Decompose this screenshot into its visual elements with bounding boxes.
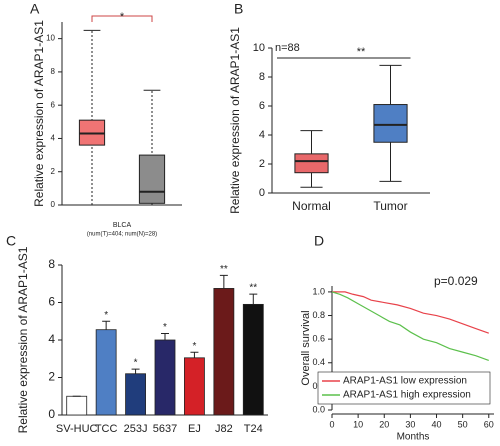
panel-label: D (314, 233, 324, 249)
y-axis-label: Relative expression of ARAP1-AS1 (16, 246, 30, 433)
y-tick-label: 8 (51, 67, 56, 76)
x-axis-label: BLCA (113, 222, 132, 229)
x-tick-label: 5637 (153, 423, 177, 435)
error-bar (131, 368, 140, 374)
x-tick-label: SV-HUC (56, 423, 98, 435)
y-axis-label: Overall survival (300, 310, 312, 385)
x-tick-label: 40 (432, 419, 442, 429)
y-tick-label: 10 (46, 34, 55, 43)
significance: ** (249, 283, 257, 294)
x-tick-label: T24 (244, 423, 263, 435)
sample-size: n=88 (275, 42, 300, 54)
survival-curve (331, 291, 489, 361)
y-tick-label: 2 (48, 370, 55, 384)
y-tick-label: 6 (259, 100, 265, 112)
box (294, 153, 329, 174)
y-tick-label: 0.8 (312, 310, 325, 320)
significance: * (134, 358, 138, 369)
panel-label: B (234, 1, 243, 17)
y-tick-label: 10 (253, 42, 265, 54)
bar (66, 395, 88, 416)
y-tick-label: 0.6 (312, 334, 325, 344)
y-tick-label: 6 (51, 100, 56, 109)
legend-label: ARAP1-AS1 low expression (343, 376, 467, 387)
y-tick-label: 4 (51, 134, 56, 143)
x-tick-label: 10 (353, 419, 363, 429)
y-tick-label: 2 (51, 167, 56, 176)
error-bar (249, 293, 258, 305)
significance: * (192, 341, 196, 352)
x-axis-note: (num(T)=404; num(N)=28) (87, 232, 157, 238)
y-tick-label: 0 (259, 187, 265, 199)
x-tick-label: 30 (405, 419, 415, 429)
x-tick-label: 20 (379, 419, 389, 429)
bar (184, 357, 205, 416)
survival-curve (332, 291, 489, 334)
y-tick-label: 1.0 (312, 286, 325, 296)
significance: ** (220, 264, 228, 275)
y-tick-label: 8 (48, 257, 55, 271)
error-bar (190, 351, 199, 358)
x-tick-label: Tumor (373, 199, 407, 213)
error-bar (219, 274, 228, 289)
box (138, 154, 166, 204)
significance: * (120, 11, 125, 23)
x-tick-label: J82 (215, 423, 233, 435)
x-tick-label: 253J (124, 423, 148, 435)
bar (125, 373, 146, 416)
x-tick-label: 0 (329, 419, 334, 429)
panel-label: A (30, 1, 40, 17)
y-tick-label: 6 (48, 295, 55, 309)
y-tick-label: 4 (259, 129, 265, 141)
significance: ** (357, 46, 366, 58)
y-tick-label: 2 (259, 158, 265, 170)
x-tick-label: EJ (188, 423, 201, 435)
x-tick-label: TCC (95, 423, 118, 435)
x-axis-label: Months (397, 432, 430, 443)
bracket (91, 15, 153, 22)
significance: * (163, 322, 167, 333)
bar (213, 288, 235, 416)
x-tick-label: 50 (458, 419, 468, 429)
y-tick-label: 0.0 (312, 404, 325, 414)
y-axis-label: Relative expression of ARAP1-AS1 (228, 27, 242, 214)
y-axis-label: Relative expression of ARAP1-AS1 (32, 20, 46, 207)
error-bar (161, 332, 169, 340)
x-tick-label: Normal (292, 199, 331, 213)
bar (95, 329, 117, 416)
legend-box (317, 371, 491, 405)
y-tick-label: 0 (51, 200, 56, 209)
legend-label: ARAP1-AS1 high expression (343, 390, 471, 401)
y-tick-label: 4 (48, 332, 55, 346)
box (373, 104, 408, 143)
panel-label: C (6, 233, 16, 249)
bar (242, 303, 264, 416)
y-tick-label: 0.4 (312, 357, 325, 367)
error-bar (102, 320, 111, 330)
bar (154, 339, 176, 416)
y-tick-label: 8 (259, 71, 265, 83)
p-value: p=0.029 (434, 274, 478, 288)
x-tick-label: 60 (484, 419, 494, 429)
y-tick-label: 0 (48, 407, 55, 421)
significance: * (104, 310, 108, 321)
